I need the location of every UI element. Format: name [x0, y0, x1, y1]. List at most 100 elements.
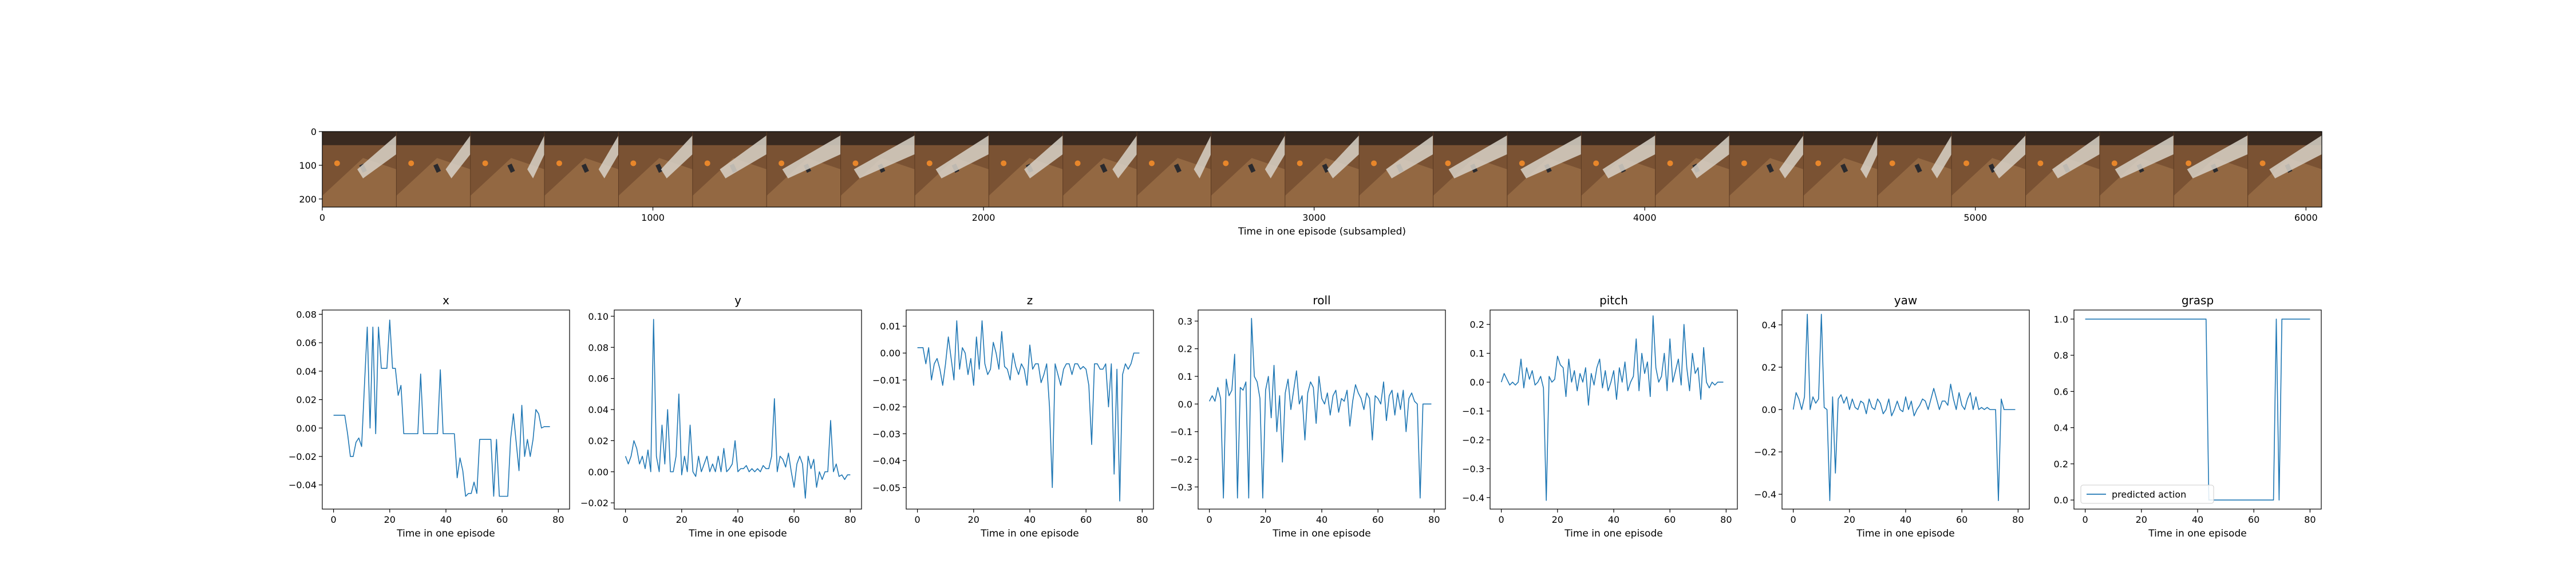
y-tick-label: 1.0 — [2054, 314, 2068, 325]
x-tick-label: 0 — [331, 514, 337, 525]
legend: predicted action — [2080, 484, 2214, 504]
x-tick-label: 2000 — [972, 212, 995, 223]
y-tick-label: 0.1 — [1178, 371, 1192, 382]
x-tick-label: 60 — [2248, 514, 2259, 525]
y-tick-label: −0.05 — [872, 482, 900, 493]
y-tick-label: −0.1 — [1170, 427, 1192, 438]
x-tick-label: 80 — [1720, 514, 1732, 525]
episode-frame — [1729, 132, 1804, 207]
episode-frame — [1655, 132, 1730, 207]
episode-frame — [1285, 132, 1360, 207]
y-tick-label: 0.3 — [1178, 316, 1192, 327]
episode-frame — [544, 132, 619, 207]
plot-title: grasp — [2182, 293, 2214, 307]
episode-frame — [914, 132, 989, 207]
y-tick-label: 0.2 — [2054, 459, 2068, 470]
x-tick-label: 60 — [496, 514, 508, 525]
x-tick-label: 6000 — [2294, 212, 2318, 223]
action-plots: x0 20 40 60 80−0.04−0.020.000.020.040.060.08… — [289, 293, 2322, 539]
plot-title: yaw — [1894, 293, 1917, 307]
y-tick-label: 0.08 — [588, 342, 609, 353]
episode-frame — [2173, 132, 2248, 207]
y-tick-label: −0.4 — [1754, 489, 1776, 500]
episode-frame — [1951, 132, 2026, 207]
x-tick-label: 3000 — [1302, 212, 1326, 223]
plot-title: x — [442, 293, 449, 307]
y-tick-label: −0.01 — [872, 375, 900, 386]
y-tick-label: 0.0 — [1762, 404, 1776, 415]
y-tick-label: −0.3 — [1462, 463, 1484, 474]
plot-title: z — [1027, 293, 1033, 307]
y-tick-label: −0.2 — [1754, 447, 1776, 458]
x-tick-label: 80 — [552, 514, 564, 525]
y-tick-label: 0.6 — [2054, 386, 2068, 397]
episode-frame — [692, 132, 767, 207]
x-tick-label: 20 — [2136, 514, 2147, 525]
series-line — [1500, 315, 1724, 501]
y-tick-label: 0.04 — [296, 366, 317, 377]
episode-frame — [2025, 132, 2100, 207]
episode-frame — [1877, 132, 1952, 207]
x-tick-label: 60 — [1664, 514, 1676, 525]
plot-y: y 0 20 40 60 80 −0.02 0.00 0.02 0.04 0.06 0.08 0.10 T… — [580, 293, 862, 539]
y-tick-label: −0.02 — [289, 451, 317, 462]
legend-label: predicted action — [2112, 489, 2186, 500]
y-tick-label: 0 — [311, 126, 317, 137]
y-tick-label: −0.02 — [872, 402, 900, 412]
y-tick-label: 0.06 — [588, 374, 609, 384]
y-tick-label: 0.02 — [588, 435, 609, 446]
x-tick-label: 0 — [915, 514, 920, 525]
x-tick-label: 80 — [1428, 514, 1440, 525]
frame-strip-images — [322, 132, 2322, 207]
episode-frame — [2099, 132, 2174, 207]
x-axis-label: Time in one episode — [1272, 528, 1370, 539]
x-tick-label: 40 — [732, 514, 744, 525]
x-tick-label: 60 — [1372, 514, 1384, 525]
series-line — [625, 319, 851, 499]
x-tick-label: 0 — [623, 514, 629, 525]
episode-frame-strip: 0 1000 2000 3000 4000 5000 6000 0 100 200 Time i… — [299, 126, 2322, 237]
x-tick-label: 80 — [2012, 514, 2024, 525]
y-tick-label: 0.08 — [296, 309, 317, 320]
episode-frame — [988, 132, 1063, 207]
episode-frame — [470, 132, 545, 207]
y-tick-label: 0.00 — [588, 467, 609, 478]
y-tick-label: 0.2 — [1762, 362, 1776, 373]
y-tick-label: −0.2 — [1462, 435, 1484, 446]
y-tick-label: 0.02 — [296, 395, 317, 406]
y-tick-label: 200 — [299, 194, 317, 205]
x-tick-label: 20 — [968, 514, 979, 525]
plot-yaw: yaw 0 20 40 60 80 −0.4 −0.2 0.0 0.2 0.4 Time in one… — [1754, 293, 2030, 539]
y-tick-label: −0.03 — [872, 428, 900, 439]
series-line — [333, 319, 550, 497]
x-axis-label: Time in one episode — [980, 528, 1078, 539]
episode-frame — [1210, 132, 1285, 207]
series-line — [2085, 319, 2310, 500]
y-tick-label: 0.1 — [1470, 348, 1484, 359]
x-tick-label: 0 — [1791, 514, 1796, 525]
series-line — [917, 320, 1140, 502]
x-tick-label: 40 — [1316, 514, 1327, 525]
x-tick-label: 40 — [440, 514, 452, 525]
plot-title: roll — [1313, 293, 1330, 307]
x-tick-label: 40 — [1608, 514, 1619, 525]
x-axis-label: Time in one episode — [396, 528, 495, 539]
plot-roll: roll 0 20 40 60 80 −0.3 −0.2 −0.1 0.0 0.1 0.2 0.3 Tim… — [1170, 293, 1446, 539]
y-tick-label: −0.1 — [1462, 406, 1484, 417]
episode-frame — [1433, 132, 1507, 207]
x-tick-label: 0 — [319, 212, 325, 223]
episode-frame — [396, 132, 471, 207]
episode-frame — [766, 132, 841, 207]
y-tick-label: 0.4 — [1762, 320, 1776, 331]
y-tick-label: 0.00 — [296, 423, 317, 434]
x-tick-label: 20 — [1260, 514, 1271, 525]
episode-frame — [1136, 132, 1211, 207]
x-axis-label: Time in one episode — [1856, 528, 1954, 539]
x-tick-label: 20 — [1844, 514, 1855, 525]
y-tick-label: 0.4 — [2054, 423, 2068, 434]
plot-x: x 0 20 40 60 80 −0.04 −0.02 0.00 0.02 0.04 0.06 0.08… — [289, 293, 570, 539]
strip-axes-frame — [322, 131, 2322, 208]
plot-grasp: grasp 0 20 40 60 80 0.0 0.2 0.4 0.6 0.8 1.0 Time in … — [2054, 293, 2322, 539]
x-tick-label: 4000 — [1633, 212, 1657, 223]
x-tick-label: 1000 — [641, 212, 665, 223]
